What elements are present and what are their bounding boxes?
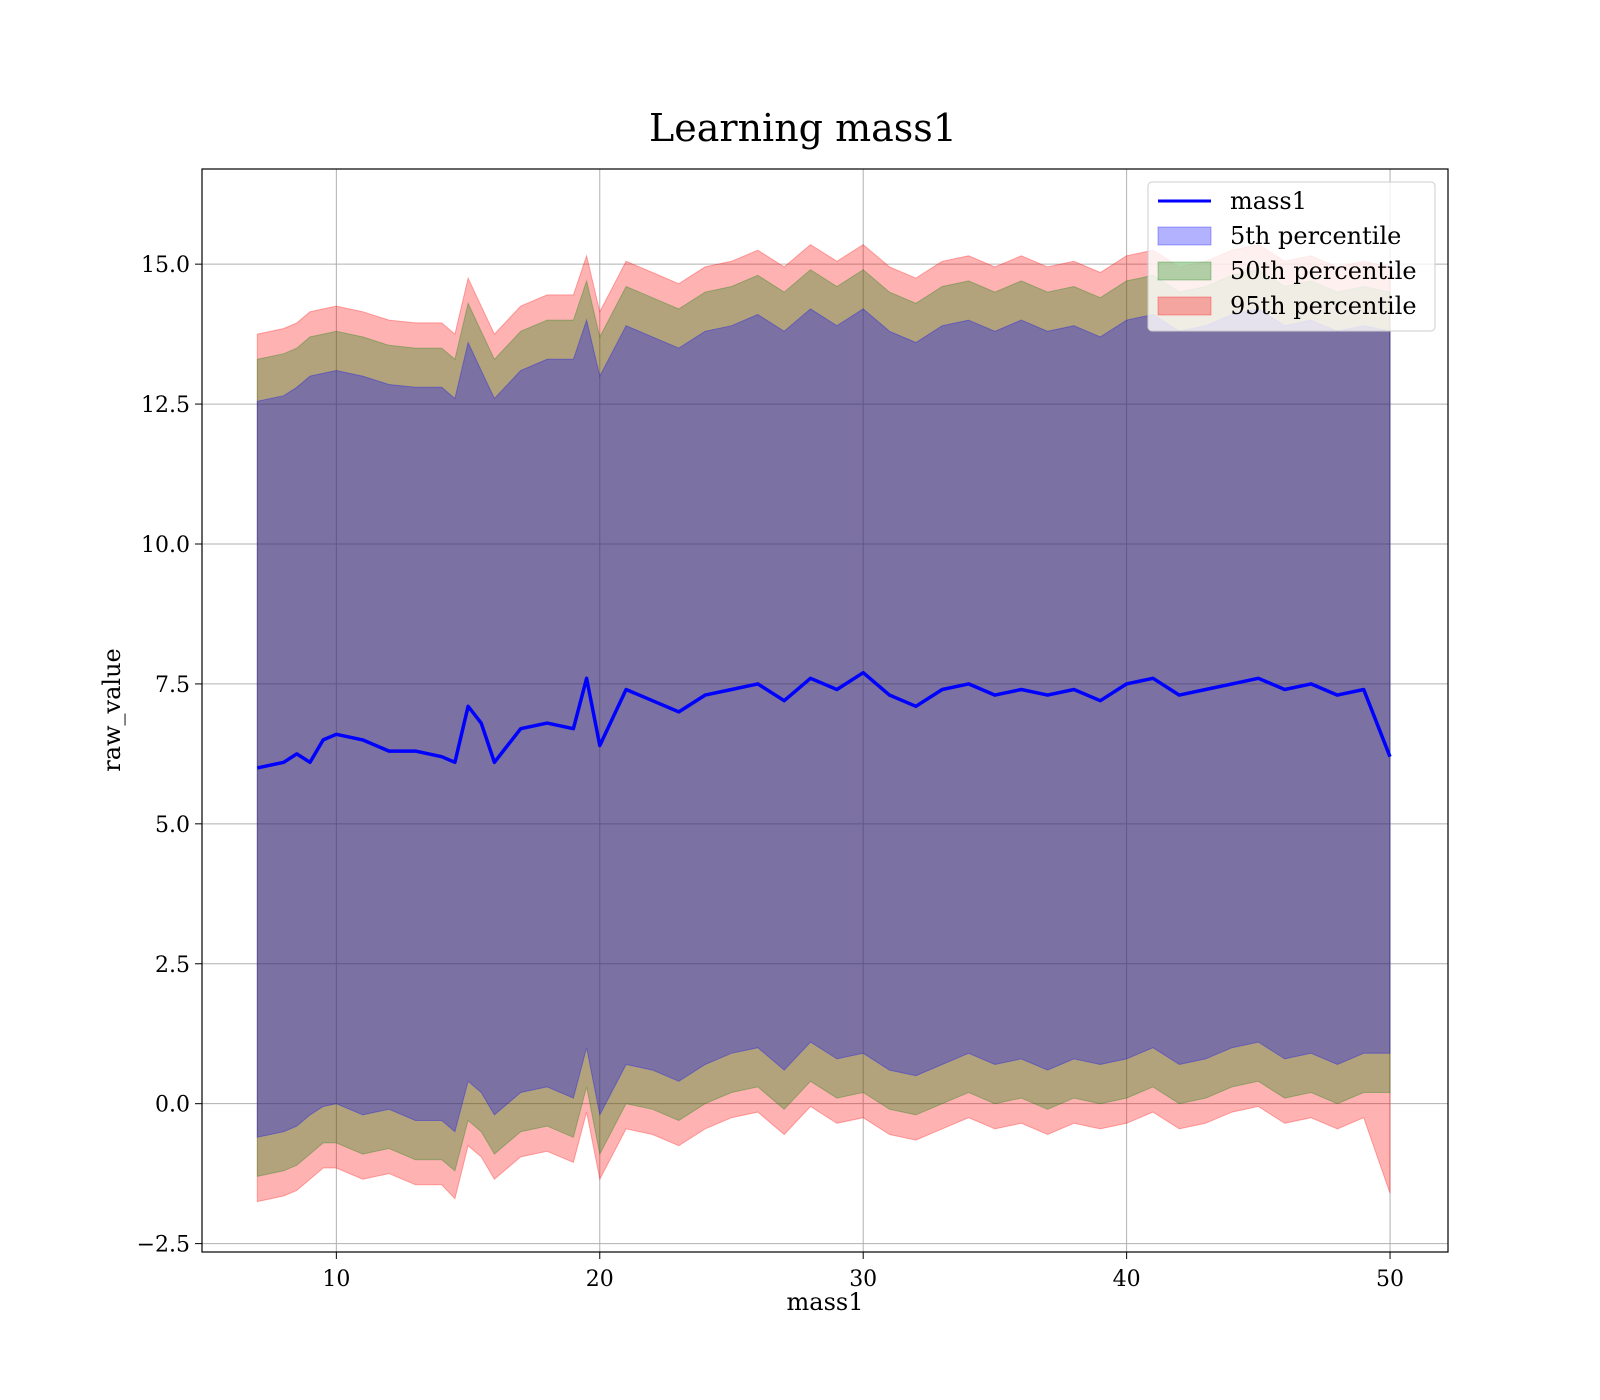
y-tick-label: 0.0 bbox=[155, 1093, 190, 1118]
y-tick-label: 12.5 bbox=[141, 393, 190, 418]
band-95th-percentile bbox=[256, 243, 1391, 1203]
y-tick-label: 5.0 bbox=[155, 813, 190, 838]
legend-label: 5th percentile bbox=[1230, 222, 1401, 250]
legend-label: 50th percentile bbox=[1230, 257, 1417, 285]
plot-area bbox=[202, 169, 1448, 1252]
legend-box bbox=[1147, 181, 1436, 332]
y-axis-label: raw_value bbox=[98, 648, 126, 772]
plot-frame bbox=[201, 168, 1449, 1253]
legend: mass1 5th percentile 50th percentile 95t… bbox=[1147, 181, 1436, 332]
x-tick-label: 40 bbox=[1113, 1267, 1141, 1292]
series-lines bbox=[256, 670, 1392, 770]
y-tick-label: 10.0 bbox=[141, 533, 190, 558]
x-tick-label: 20 bbox=[586, 1267, 614, 1292]
y-axis: −2.5 0.0 2.5 5.0 7.5 10.0 12.5 15.0 bbox=[137, 253, 202, 1258]
legend-label: mass1 bbox=[1230, 187, 1307, 215]
y-tick-label: −2.5 bbox=[137, 1233, 190, 1258]
y-tick-label: 15.0 bbox=[141, 253, 190, 278]
band-5th-percentile bbox=[256, 308, 1391, 1138]
series-line-mass1 bbox=[256, 670, 1392, 770]
x-tick-label: 10 bbox=[322, 1267, 350, 1292]
legend-swatch bbox=[1157, 261, 1212, 281]
chart-title: Learning mass1 bbox=[649, 106, 957, 150]
x-tick-label: 50 bbox=[1376, 1267, 1404, 1292]
x-tick-label: 30 bbox=[849, 1267, 877, 1292]
legend-swatch bbox=[1157, 296, 1212, 316]
x-axis-label: mass1 bbox=[787, 1288, 864, 1316]
legend-label: 95th percentile bbox=[1230, 292, 1417, 320]
y-tick-label: 7.5 bbox=[155, 673, 190, 698]
legend-swatch bbox=[1157, 226, 1212, 246]
percentile-bands bbox=[256, 243, 1391, 1203]
band-50th-percentile bbox=[256, 269, 1391, 1178]
y-tick-label: 2.5 bbox=[155, 953, 190, 978]
x-axis: 10 20 30 40 50 bbox=[322, 1252, 1404, 1292]
